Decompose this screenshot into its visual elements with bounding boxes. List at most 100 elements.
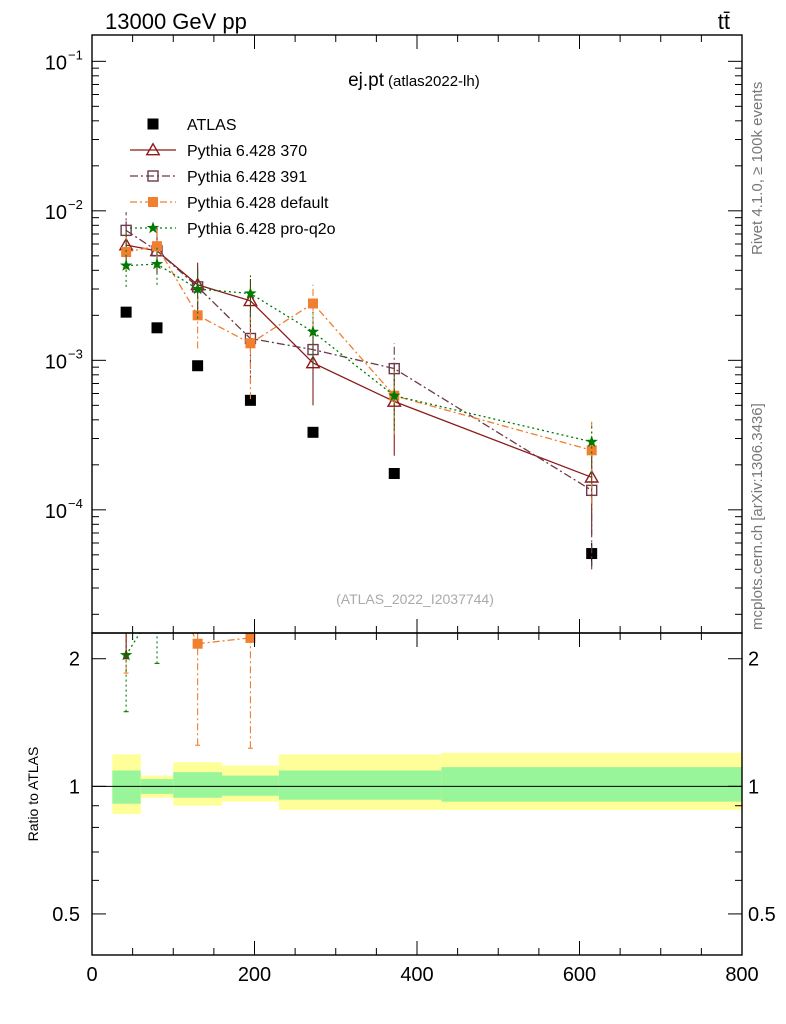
legend: ATLAS Pythia 6.428 370 Pythia 6.428 391 Pyt… bbox=[130, 117, 336, 238]
ratio-uncertainty-bands bbox=[112, 752, 742, 815]
axis-ticks bbox=[91, 35, 743, 956]
y-tick-exponent: −3 bbox=[68, 346, 83, 361]
legend-entry-2: Pythia 6.428 391 bbox=[130, 169, 307, 186]
legend-marker-2 bbox=[147, 170, 159, 182]
x-tick-label-4: 800 bbox=[725, 964, 758, 986]
ratio-point-0-1 bbox=[152, 551, 162, 561]
y-tick-base: 10 bbox=[45, 351, 67, 373]
legend-entry-4: Pythia 6.428 pro-q2o bbox=[130, 221, 336, 238]
ratio-band-inner-3 bbox=[222, 775, 279, 796]
ratio-point-2-1 bbox=[151, 566, 164, 577]
y-tick-label-main-2: 10 −3 bbox=[45, 346, 83, 373]
point-0-4 bbox=[307, 426, 319, 438]
main-series-layer bbox=[118, 212, 600, 570]
point-0-6 bbox=[586, 548, 598, 560]
series-line-3 bbox=[125, 245, 592, 451]
ratio-point-3-1 bbox=[152, 562, 162, 572]
point-4-3 bbox=[244, 286, 257, 299]
ratio-line-1 bbox=[125, 633, 141, 656]
ratio-point-0-0 bbox=[121, 611, 131, 621]
ratio-band-inner-4 bbox=[278, 770, 442, 800]
point-3-1 bbox=[152, 241, 162, 252]
legend-label-1: Pythia 6.428 370 bbox=[187, 143, 307, 160]
legend-label-0: ATLAS bbox=[187, 117, 237, 134]
x-tick-label-3: 600 bbox=[563, 964, 596, 986]
y-tick-exponent: −1 bbox=[68, 47, 83, 62]
point-4-5 bbox=[388, 389, 401, 401]
point-0-1 bbox=[151, 322, 163, 334]
y-tick-exponent: −2 bbox=[68, 197, 83, 212]
y-tick-label-main-0: 10 −1 bbox=[45, 47, 83, 74]
ratio-point-3-0 bbox=[121, 551, 131, 561]
point-4-0 bbox=[119, 259, 133, 271]
point-0-5 bbox=[388, 467, 400, 479]
point-1-4 bbox=[305, 355, 321, 369]
legend-marker-4 bbox=[146, 221, 160, 234]
ratio-line-2 bbox=[126, 572, 157, 597]
legend-marker-3 bbox=[148, 197, 158, 207]
y-tick-exponent: −4 bbox=[68, 496, 83, 511]
ratio-point-0-3 bbox=[245, 633, 256, 643]
ratio-band-inner-5 bbox=[441, 767, 742, 802]
analysis-watermark: (ATLAS_2022_I2037744) bbox=[336, 591, 494, 607]
point-3-0 bbox=[121, 247, 132, 258]
point-4-6 bbox=[585, 435, 598, 448]
series-1 bbox=[118, 221, 600, 535]
mcplots-label: mcplots.cern.ch [arXiv:1306.3436] bbox=[749, 403, 766, 630]
ratio-axis-label: Ratio to ATLAS bbox=[25, 747, 41, 842]
point-4-1 bbox=[150, 257, 164, 270]
ratio-line-3 bbox=[126, 556, 157, 567]
point-1-5 bbox=[386, 393, 402, 407]
y-tick-label-ratio-left-1: 1 bbox=[69, 776, 80, 798]
series-0 bbox=[120, 306, 598, 567]
legend-label-3: Pythia 6.428 default bbox=[187, 195, 329, 212]
legend-marker-1 bbox=[145, 142, 161, 156]
x-tick-label-2: 400 bbox=[400, 964, 433, 986]
y-tick-label-main-1: 10 −2 bbox=[45, 197, 83, 224]
legend-label-4: Pythia 6.428 pro-q2o bbox=[187, 221, 336, 238]
y-tick-label-ratio-right-2: 2 bbox=[748, 649, 759, 671]
point-4-2 bbox=[191, 282, 204, 295]
legend-marker-0 bbox=[147, 118, 159, 130]
process-label: tt̄ bbox=[718, 9, 730, 34]
y-tick-label-ratio-left-2: 2 bbox=[69, 649, 80, 671]
y-tick-label-main-3: 10 −4 bbox=[45, 496, 83, 523]
y-tick-base: 10 bbox=[45, 202, 67, 224]
y-tick-label-ratio-right-1: 1 bbox=[748, 776, 759, 798]
series-2 bbox=[120, 212, 598, 570]
chart-subtitle: (atlas2022-lh) bbox=[388, 73, 480, 90]
chart-title: ej.pt bbox=[348, 70, 385, 91]
ratio-series-0 bbox=[121, 551, 256, 749]
ratio-series-layer bbox=[119, 505, 256, 749]
rivet-label: Rivet 4.1.0, ≥ 100k events bbox=[749, 82, 766, 255]
point-3-4 bbox=[308, 298, 318, 309]
legend-entry-0: ATLAS bbox=[147, 117, 237, 134]
point-3-6 bbox=[586, 445, 597, 456]
series-4 bbox=[119, 230, 598, 484]
ratio-point-0-2 bbox=[192, 638, 203, 649]
ratio-band-inner-2 bbox=[173, 772, 222, 798]
ratio-series-3 bbox=[121, 505, 162, 617]
legend-entry-3: Pythia 6.428 default bbox=[130, 195, 329, 212]
ratio-point-1-1 bbox=[151, 599, 163, 611]
point-0-2 bbox=[192, 360, 204, 372]
point-0-3 bbox=[244, 394, 256, 406]
ratio-series-2 bbox=[123, 566, 164, 660]
point-3-3 bbox=[245, 338, 256, 349]
x-tick-label-1: 200 bbox=[238, 964, 271, 986]
point-0-0 bbox=[120, 306, 132, 318]
point-4-4 bbox=[306, 325, 320, 338]
ratio-band-inner-0 bbox=[112, 770, 141, 804]
x-tick-label-0: 0 bbox=[86, 964, 97, 986]
y-tick-label-ratio-left-0: 0.5 bbox=[52, 904, 80, 926]
y-tick-label-ratio-right-0: 0.5 bbox=[748, 904, 776, 926]
legend-entry-1: Pythia 6.428 370 bbox=[130, 142, 307, 160]
y-tick-base: 10 bbox=[45, 52, 67, 74]
legend-label-2: Pythia 6.428 391 bbox=[187, 169, 307, 186]
point-3-2 bbox=[192, 310, 203, 321]
ratio-line-0 bbox=[191, 633, 251, 645]
y-tick-base: 10 bbox=[45, 501, 67, 523]
energy-label: 13000 GeV pp bbox=[105, 9, 247, 34]
